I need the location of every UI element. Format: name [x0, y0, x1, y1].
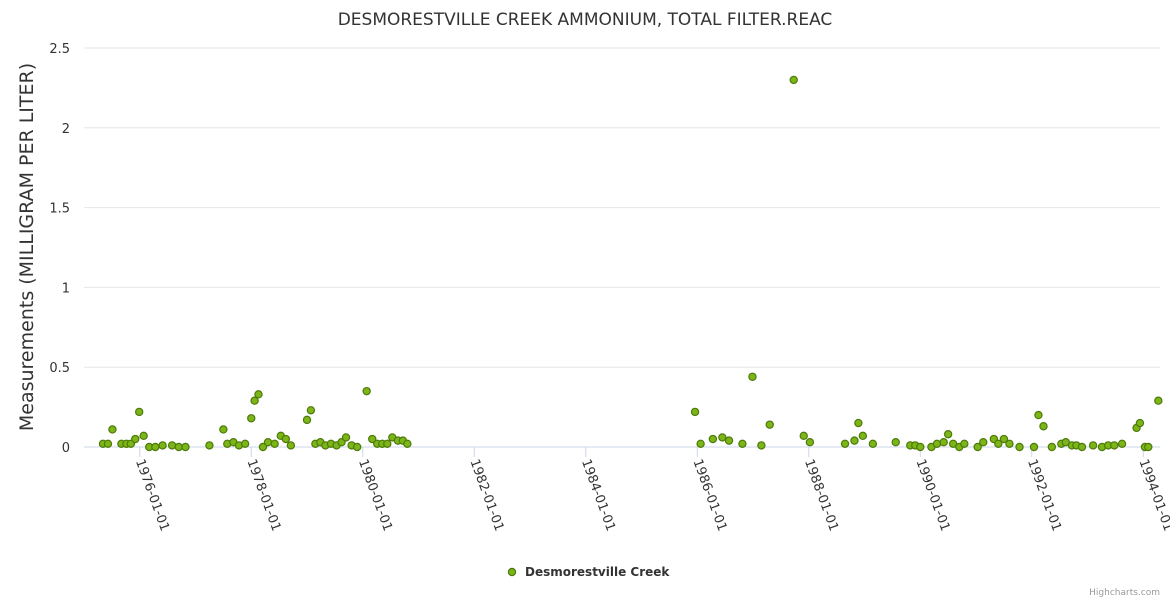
y-tick-label: 0 [62, 441, 70, 456]
data-point[interactable] [765, 420, 774, 429]
y-gridlines [84, 47, 1160, 368]
data-point[interactable] [254, 390, 263, 399]
data-point[interactable] [139, 431, 148, 441]
data-point[interactable] [403, 439, 412, 449]
data-point[interactable] [1034, 410, 1043, 420]
data-point[interactable] [932, 439, 942, 449]
data-point[interactable] [960, 439, 969, 449]
data-point[interactable] [840, 439, 850, 449]
data-point[interactable] [286, 441, 296, 450]
y-tick-label: 1 [62, 281, 70, 296]
x-tick-label: 1984-01-01 [578, 457, 618, 533]
data-point[interactable] [240, 439, 250, 449]
y-axis-label: Measurements (MILLIGRAM PER LITER) [16, 63, 38, 431]
data-point[interactable] [1110, 441, 1119, 450]
y-tick-label: 0.5 [49, 361, 70, 376]
data-point[interactable] [258, 442, 268, 452]
data-point[interactable] [368, 434, 377, 444]
credits-link[interactable]: Highcharts.com [1089, 588, 1160, 598]
x-tick-label: 1982-01-01 [467, 457, 507, 533]
data-point[interactable] [1029, 442, 1039, 452]
data-point[interactable] [789, 75, 798, 85]
data-point[interactable] [891, 438, 900, 447]
y-tick-label: 2 [62, 122, 70, 137]
data-point[interactable] [362, 386, 371, 396]
data-point[interactable] [850, 436, 859, 445]
data-point[interactable] [1117, 439, 1127, 449]
data-point[interactable] [1135, 418, 1145, 428]
data-point[interactable] [916, 442, 925, 452]
data-point[interactable] [799, 431, 808, 441]
data-point[interactable] [979, 438, 988, 447]
data-point[interactable] [270, 439, 279, 449]
x-tick-label: 1976-01-01 [132, 457, 172, 533]
data-point[interactable] [1077, 442, 1087, 452]
y-axis-ticks: 0 0.5 1 1.5 2 2.5 [49, 42, 70, 456]
data-point[interactable] [1015, 442, 1024, 452]
x-tick-label: 1978-01-01 [243, 457, 283, 533]
data-point[interactable] [718, 433, 727, 442]
data-point[interactable] [167, 441, 177, 450]
data-point[interactable] [205, 441, 214, 450]
x-tick-label: 1990-01-01 [913, 457, 953, 533]
data-point[interactable] [263, 438, 273, 447]
data-point[interactable] [103, 439, 113, 449]
data-point[interactable] [748, 372, 757, 381]
data-point[interactable] [181, 442, 190, 452]
data-point[interactable] [341, 433, 351, 442]
data-point[interactable] [352, 442, 362, 452]
chart-title: DESMORESTVILLE CREEK AMMONIUM, TOTAL FIL… [338, 10, 833, 30]
data-point[interactable] [250, 396, 259, 405]
data-point[interactable] [708, 434, 718, 444]
x-tick-label: 1980-01-01 [355, 457, 395, 533]
data-point[interactable] [973, 442, 982, 452]
data-series-points[interactable] [98, 75, 1163, 452]
data-point[interactable] [1005, 439, 1014, 449]
y-tick-label: 2.5 [49, 42, 70, 57]
data-point[interactable] [383, 439, 392, 449]
data-point[interactable] [131, 434, 140, 444]
legend-label[interactable]: Desmorestville Creek [525, 565, 670, 579]
data-point[interactable] [994, 439, 1003, 449]
data-point[interactable] [108, 425, 117, 434]
data-point[interactable] [302, 415, 312, 425]
legend[interactable]: Desmorestville Creek [507, 565, 670, 579]
data-point[interactable] [724, 436, 734, 445]
data-point[interactable] [306, 406, 316, 415]
x-tick-label: 1994-01-01 [1136, 457, 1170, 533]
data-point[interactable] [1088, 441, 1098, 450]
data-point[interactable] [1154, 396, 1163, 405]
data-point[interactable] [134, 407, 144, 417]
y-tick-label: 1.5 [49, 202, 70, 217]
data-point[interactable] [805, 438, 815, 447]
data-point[interactable] [854, 418, 863, 428]
data-point[interactable] [943, 430, 953, 439]
x-tick-label: 1986-01-01 [690, 457, 730, 533]
data-point[interactable] [1047, 442, 1057, 452]
data-point[interactable] [1144, 442, 1153, 452]
data-point[interactable] [939, 438, 948, 447]
data-point[interactable] [757, 441, 766, 450]
data-point[interactable] [219, 425, 228, 434]
x-tick-label: 1992-01-01 [1024, 457, 1064, 533]
data-point[interactable] [868, 439, 878, 449]
data-point[interactable] [1039, 422, 1048, 431]
data-point[interactable] [738, 439, 747, 449]
data-point[interactable] [247, 414, 256, 423]
data-point[interactable] [696, 439, 705, 449]
x-tick-label: 1988-01-01 [801, 457, 841, 533]
data-point[interactable] [151, 442, 160, 452]
legend-marker [507, 567, 517, 577]
data-point[interactable] [158, 441, 167, 450]
data-point[interactable] [858, 431, 868, 441]
x-axis-ticks: 1976-01-01 1978-01-01 1980-01-01 1982-01-01… [132, 447, 1170, 533]
data-point[interactable] [690, 407, 700, 417]
data-point[interactable] [999, 434, 1009, 444]
data-point[interactable] [281, 434, 291, 444]
